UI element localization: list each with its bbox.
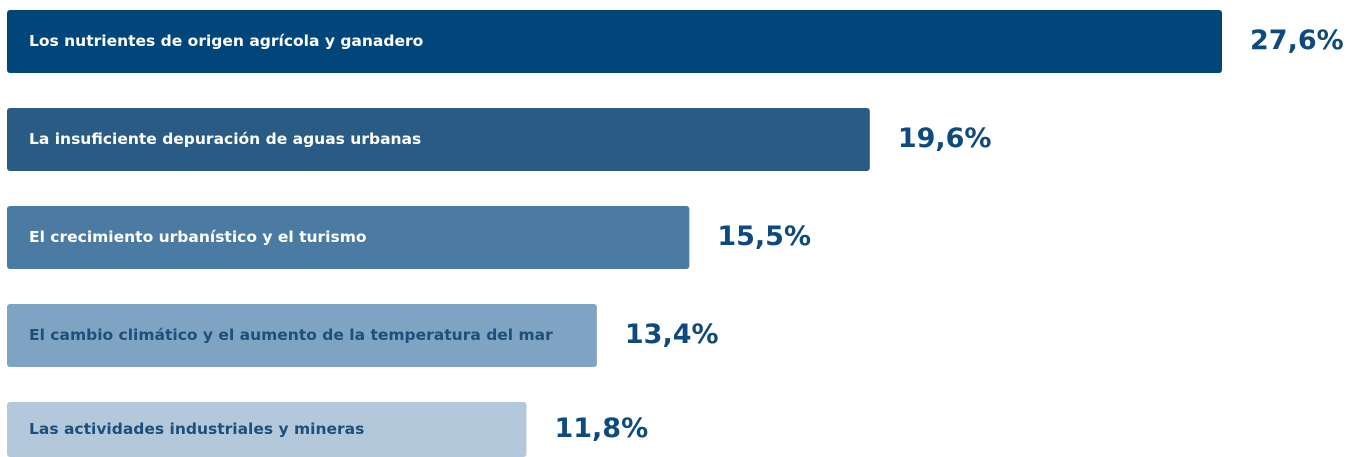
bar (7, 10, 1222, 73)
value-label: 11,8% (554, 413, 648, 444)
bar (7, 402, 527, 457)
value-label: 27,6% (1250, 25, 1344, 56)
value-label: 19,6% (898, 123, 992, 154)
category-label: La insuficiente depuración de aguas urba… (29, 130, 421, 148)
bar (7, 108, 870, 171)
category-label: El crecimiento urbanístico y el turismo (29, 228, 367, 246)
category-label: El cambio climático y el aumento de la t… (29, 326, 553, 344)
value-label: 15,5% (717, 221, 811, 252)
value-label: 13,4% (625, 319, 719, 350)
bar (7, 206, 690, 269)
bar (7, 304, 597, 367)
category-label: Las actividades industriales y mineras (29, 420, 364, 438)
category-label: Los nutrientes de origen agrícola y gana… (29, 32, 423, 50)
